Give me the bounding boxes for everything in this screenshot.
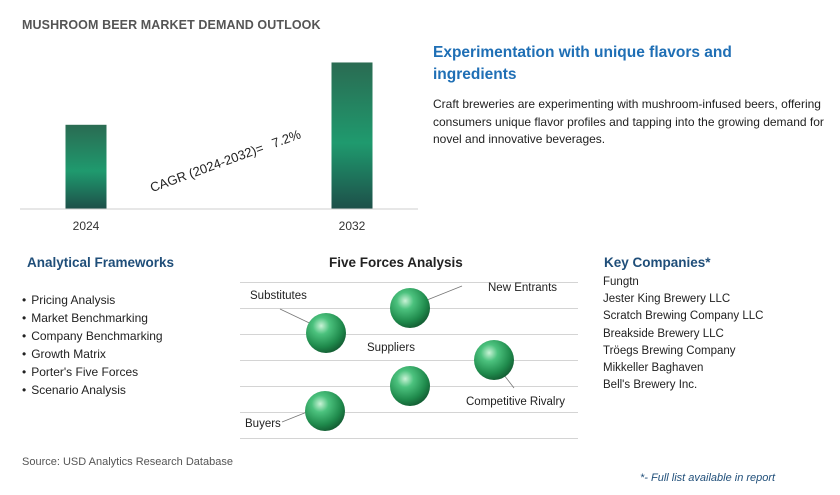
list-item: Porter's Five Forces xyxy=(22,363,163,381)
sphere-substitutes xyxy=(306,313,346,353)
list-item: Bell's Brewery Inc. xyxy=(603,379,698,392)
bar-chart: 2024 2032 CAGR (2024-2032)=7.2% xyxy=(20,40,420,240)
list-item: Market Benchmarking xyxy=(22,309,163,327)
divider xyxy=(240,412,578,413)
bar-2032 xyxy=(331,62,373,209)
sphere-new-entrants xyxy=(390,288,430,328)
key-companies-title: Key Companies* xyxy=(604,255,711,270)
sphere-suppliers xyxy=(390,366,430,406)
list-item: Pricing Analysis xyxy=(22,291,163,309)
description: Craft breweries are experimenting with m… xyxy=(433,97,824,146)
label-substitutes: Substitutes xyxy=(250,290,307,302)
label-new-entrants: New Entrants xyxy=(488,282,558,294)
x-tick-label: 2032 xyxy=(338,219,366,233)
page-title: MUSHROOM BEER MARKET DEMAND OUTLOOK xyxy=(22,18,321,32)
bar-2024 xyxy=(65,124,107,209)
footnote: *- Full list available in report xyxy=(640,472,776,484)
list-item: Scratch Brewing Company LLC xyxy=(603,310,764,323)
divider xyxy=(240,438,578,439)
five-forces-diagram: Substitutes New Entrants Suppliers Compe… xyxy=(240,282,580,442)
label-buyers: Buyers xyxy=(245,418,281,430)
list-item: Fungtn xyxy=(603,276,639,288)
key-companies-list: Fungtn Jester King Brewery LLC Scratch B… xyxy=(603,274,763,394)
divider xyxy=(240,360,578,361)
divider xyxy=(240,334,578,335)
label-competitive-rivalry: Competitive Rivalry xyxy=(466,396,566,408)
analytical-frameworks-title: Analytical Frameworks xyxy=(27,255,175,270)
x-tick-label: 2024 xyxy=(72,219,100,233)
bar-chart-svg xyxy=(20,62,418,210)
divider xyxy=(240,282,578,283)
list-item: Breakside Brewery LLC xyxy=(603,327,724,340)
list-item: Jester King Brewery LLC xyxy=(603,293,731,306)
list-item: Company Benchmarking xyxy=(22,327,162,345)
sphere-buyers xyxy=(305,391,345,431)
five-forces-svg xyxy=(279,285,515,431)
label-suppliers: Suppliers xyxy=(367,342,415,354)
source-note: Source: USD Analytics Research Database xyxy=(22,456,233,468)
analytical-frameworks-list: Pricing Analysis Market Benchmarking Com… xyxy=(22,291,163,399)
headline: Experimentation with unique flavors and … xyxy=(433,44,732,83)
list-item: Mikkeller Baghaven xyxy=(603,362,704,375)
sphere-competitive-rivalry xyxy=(474,340,514,380)
list-item: Growth Matrix xyxy=(22,345,163,363)
list-item: Scenario Analysis xyxy=(22,381,163,399)
list-item: Tröegs Brewing Company xyxy=(603,344,736,357)
five-forces-title: Five Forces Analysis xyxy=(329,255,463,270)
